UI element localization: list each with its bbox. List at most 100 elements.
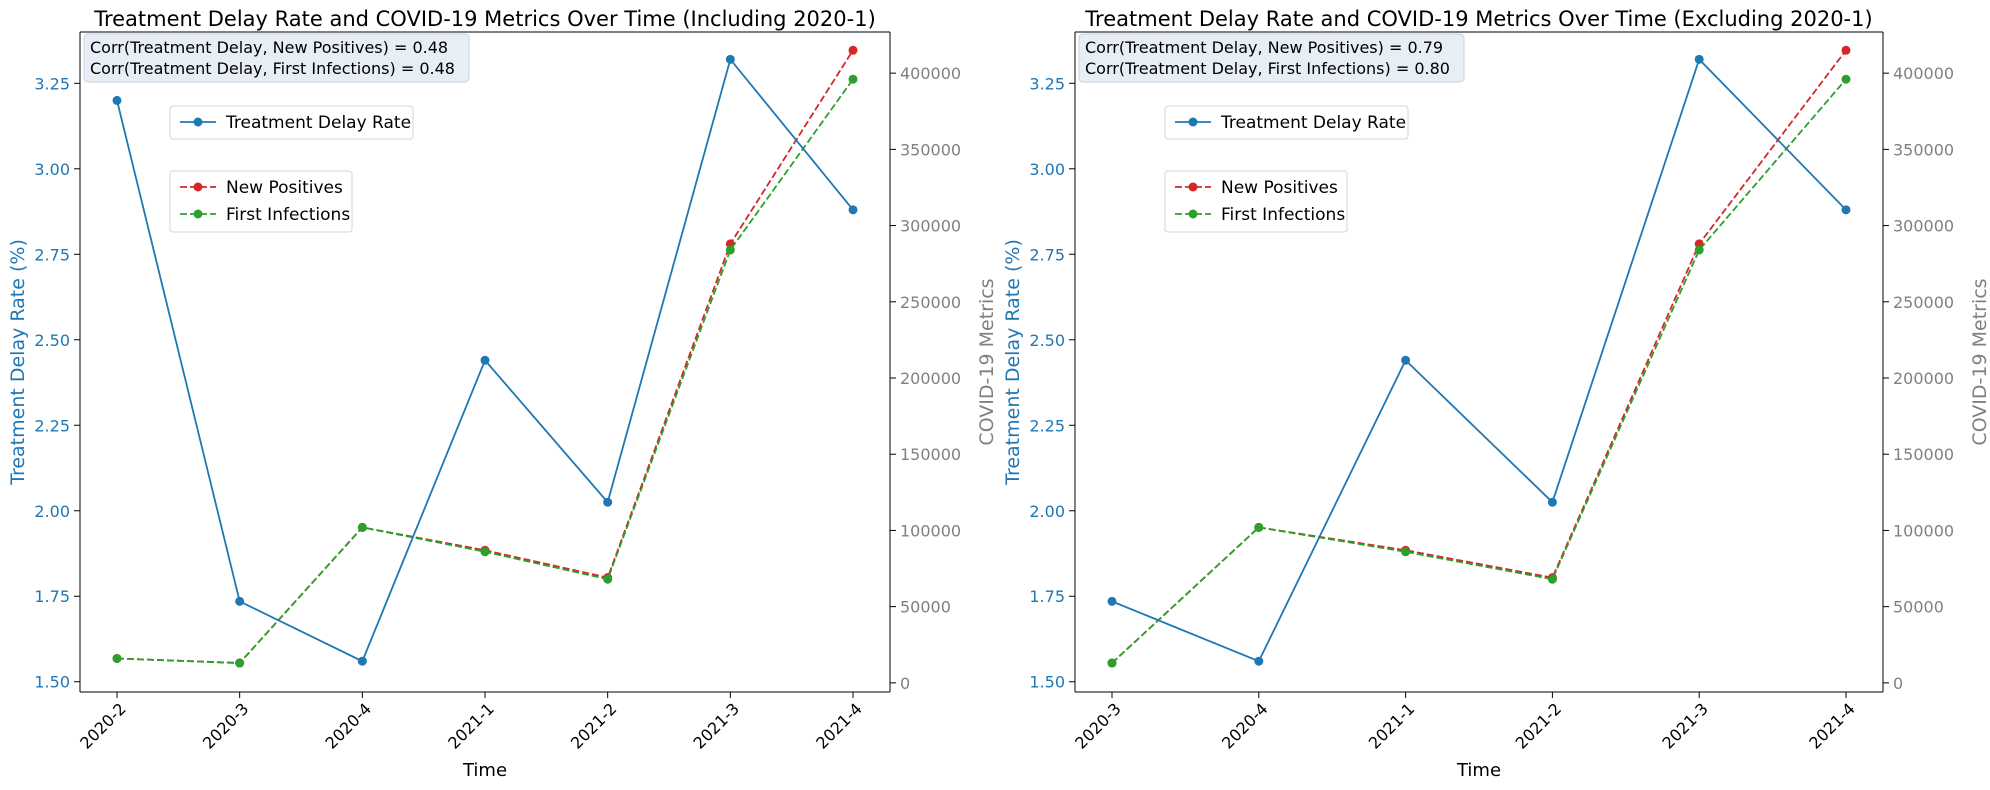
right-y-tick-label: 100000 <box>900 521 961 540</box>
legend-treatment: Treatment Delay Rate <box>1164 105 1409 140</box>
x-tick-label: 2021-4 <box>1805 699 1859 753</box>
data-point <box>603 497 613 507</box>
series-first-infections <box>112 74 858 668</box>
data-point <box>112 95 122 105</box>
right-y-axis-label: COVID-19 Metrics <box>976 278 998 445</box>
data-point <box>1107 596 1117 606</box>
x-tick-label: 2021-3 <box>1658 699 1712 753</box>
right-y-tick-label: 400000 <box>1893 64 1954 83</box>
correlation-annotation: Corr(Treatment Delay, New Positives) = 0… <box>1078 33 1465 83</box>
data-point <box>235 596 245 606</box>
annotation-line: Corr(Treatment Delay, First Infections) … <box>90 59 455 78</box>
legend-marker <box>193 182 203 192</box>
data-point <box>848 205 858 215</box>
series-treatment-delay-rate <box>1107 54 1851 666</box>
left-y-tick-label: 3.00 <box>34 160 70 179</box>
legend-box <box>169 105 414 140</box>
legend-marker <box>1188 209 1198 219</box>
right-y-tick-label: 300000 <box>1893 217 1954 236</box>
series-line <box>1111 78 1847 664</box>
left-y-tick-label: 2.25 <box>34 416 70 435</box>
data-point <box>1841 205 1851 215</box>
right-y-tick-label: 300000 <box>900 217 961 236</box>
left-y-axis-label: Treatment Delay Rate (%) <box>7 239 29 486</box>
x-tick-label: 2020-4 <box>1218 699 1272 753</box>
left-y-tick-label: 1.75 <box>34 587 70 606</box>
data-point <box>1401 355 1411 365</box>
legend-label: First Infections <box>1221 205 1345 225</box>
legend-covid-metrics: New Positives First Infections <box>1164 170 1348 233</box>
legend-marker <box>193 117 203 127</box>
x-tick-label: 2020-3 <box>1071 699 1125 753</box>
data-point <box>848 45 858 55</box>
data-point <box>848 74 858 84</box>
legend-covid-metrics: New Positives First Infections <box>169 170 353 233</box>
right-y-axis-label: COVID-19 Metrics <box>1969 278 1990 445</box>
left-y-tick-label: 2.25 <box>1029 416 1065 435</box>
annotation-box <box>1078 33 1465 83</box>
right-y-tick-label: 150000 <box>1893 445 1954 464</box>
right-y-tick-label: 400000 <box>900 64 961 83</box>
left-y-tick-label: 2.00 <box>1029 502 1065 521</box>
right-y-tick-label: 0 <box>900 674 910 693</box>
series-line <box>1111 49 1847 664</box>
chart-panel-1: Treatment Delay Rate and COVID-19 Metric… <box>7 7 998 781</box>
chart-panel-2: Treatment Delay Rate and COVID-19 Metric… <box>1002 7 1990 781</box>
data-point <box>235 658 245 668</box>
legend-marker <box>1188 117 1198 127</box>
data-point <box>1107 658 1117 668</box>
left-y-tick-label: 2.50 <box>1029 331 1065 350</box>
data-point <box>1841 45 1851 55</box>
x-tick-label: 2021-2 <box>1512 699 1566 753</box>
right-y-tick-label: 200000 <box>900 369 961 388</box>
x-tick-label: 2021-3 <box>690 699 744 753</box>
chart-title: Treatment Delay Rate and COVID-19 Metric… <box>1084 7 1872 31</box>
left-y-tick-label: 3.00 <box>1029 160 1065 179</box>
data-point <box>1841 74 1851 84</box>
data-point <box>480 547 490 557</box>
left-y-tick-label: 2.00 <box>34 502 70 521</box>
data-point <box>1694 54 1704 64</box>
legend-label: New Positives <box>226 178 343 198</box>
x-tick-label: 2021-1 <box>444 699 498 753</box>
left-y-tick-label: 1.50 <box>1029 673 1065 692</box>
correlation-annotation: Corr(Treatment Delay, New Positives) = 0… <box>83 33 470 83</box>
annotation-box <box>83 33 470 83</box>
legend-box <box>1164 105 1409 140</box>
right-y-tick-label: 250000 <box>1893 293 1954 312</box>
left-y-tick-label: 2.50 <box>34 331 70 350</box>
data-point <box>1254 522 1264 532</box>
left-y-tick-label: 2.75 <box>1029 245 1065 264</box>
left-y-tick-label: 2.75 <box>34 245 70 264</box>
right-y-tick-label: 150000 <box>900 445 961 464</box>
data-point <box>1401 547 1411 557</box>
right-y-tick-label: 100000 <box>1893 521 1954 540</box>
legend-treatment: Treatment Delay Rate <box>169 105 414 140</box>
series-treatment-delay-rate <box>112 54 858 666</box>
data-point <box>725 245 735 255</box>
data-point <box>480 355 490 365</box>
left-y-tick-label: 3.25 <box>34 74 70 93</box>
legend-label: New Positives <box>1221 178 1338 198</box>
right-y-tick-label: 200000 <box>1893 369 1954 388</box>
data-point <box>1547 497 1557 507</box>
left-y-axis-label: Treatment Delay Rate (%) <box>1002 239 1024 486</box>
left-y-tick-label: 3.25 <box>1029 74 1065 93</box>
series-line <box>116 78 854 664</box>
legend-label: Treatment Delay Rate <box>225 113 411 133</box>
x-tick-label: 2021-1 <box>1365 699 1419 753</box>
data-point <box>725 54 735 64</box>
x-tick-label: 2020-3 <box>199 699 253 753</box>
data-point <box>112 653 122 663</box>
x-tick-label: 2021-4 <box>812 699 866 753</box>
left-y-tick-label: 1.75 <box>1029 587 1065 606</box>
legend-marker <box>193 209 203 219</box>
right-y-tick-label: 350000 <box>900 140 961 159</box>
right-y-tick-label: 50000 <box>900 598 951 617</box>
series-line <box>1111 57 1847 663</box>
data-point <box>1694 245 1704 255</box>
x-tick-label: 2020-4 <box>322 699 376 753</box>
annotation-line: Corr(Treatment Delay, First Infections) … <box>1085 59 1450 78</box>
data-point <box>1547 574 1557 584</box>
